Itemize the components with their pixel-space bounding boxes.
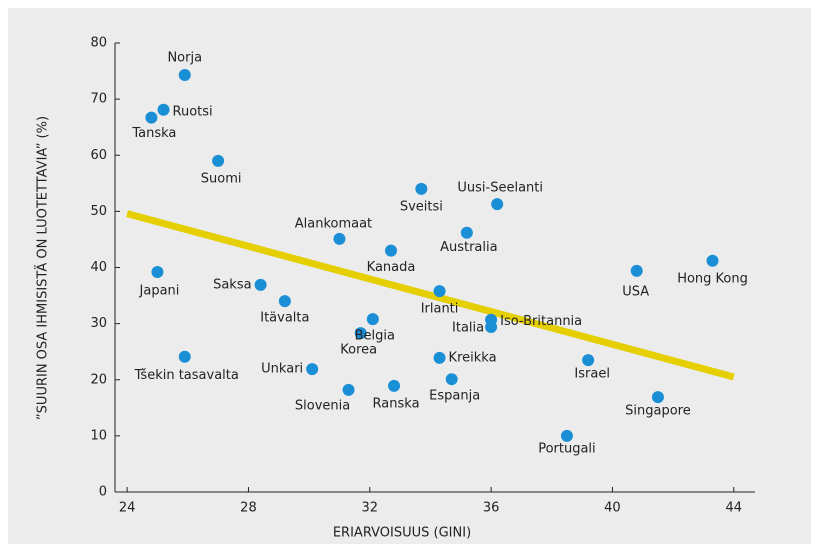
point [433,285,446,298]
point-label: Slovenia [295,398,350,413]
point [415,182,428,195]
x-tick-label: 32 [362,501,379,516]
point [485,320,498,333]
y-tick-label: 60 [90,148,107,163]
point-label: Itävalta [260,311,309,326]
point-label: Irlanti [421,302,459,317]
x-tick-label: 36 [483,501,500,516]
point-label: Australia [440,240,498,255]
y-tick-label: 80 [90,36,107,51]
y-axis-label: ”SUURIN OSA IHMISISTÄ ON LUOTETTAVIA” (%… [35,116,51,420]
point-label: Kreikka [449,350,497,365]
point-label: Suomi [201,171,242,186]
point [278,295,291,308]
point [306,363,319,376]
point [354,327,367,340]
y-tick-label: 30 [90,316,107,331]
point-label: Unkari [261,362,303,377]
point [388,379,401,392]
point-label: Hong Kong [677,271,748,286]
trend-line [126,210,735,381]
point [178,350,191,363]
point [151,265,164,278]
point-label: Norja [167,50,202,65]
point [706,254,719,267]
point-label: Kanada [367,260,416,275]
point [366,313,379,326]
point [445,373,458,386]
x-tick-label: 24 [119,501,136,516]
point-label: Alankomaat [295,216,372,231]
y-tick-label: 70 [90,92,107,107]
point-label: Tšekin tasavalta [134,368,239,383]
point-label: Portugali [538,441,595,456]
point-label: Belgia [355,329,395,344]
y-tick-label: 20 [90,372,107,387]
point [560,429,573,442]
point-label: Tanska [131,126,176,141]
point [491,198,504,211]
point [254,278,267,291]
point [342,383,355,396]
point [460,226,473,239]
point-label: Korea [340,343,377,358]
point-label: Iso-Britannia [500,314,582,329]
y-tick-label: 40 [90,260,107,275]
point-label: Singapore [625,404,691,419]
point-label: Japani [139,283,180,298]
x-axis-label: ERIARVOISUUS (GINI) [333,526,471,541]
background [8,8,811,544]
point [385,244,398,257]
point [333,232,346,245]
x-tick-label: 40 [604,501,621,516]
y-tick-label: 0 [99,485,107,500]
point-label: Sveitsi [400,199,443,214]
point [212,154,225,167]
point [157,103,170,116]
point [145,111,158,124]
point [178,68,191,81]
point [582,354,595,367]
point [630,264,643,277]
y-tick-label: 10 [90,428,107,443]
point-label: Italia [452,320,484,335]
point-label: Saksa [213,277,252,292]
point-label: Ruotsi [173,104,213,119]
point-label: Israel [574,367,610,382]
y-tick-label: 50 [90,204,107,219]
point-label: Espanja [429,389,480,404]
point-label: USA [622,284,649,299]
x-tick-label: 44 [725,501,742,516]
point [651,391,664,404]
point-label: Ranska [373,396,420,411]
point [433,351,446,364]
x-tick-label: 28 [240,501,257,516]
point-label: Uusi-Seelanti [457,181,543,196]
